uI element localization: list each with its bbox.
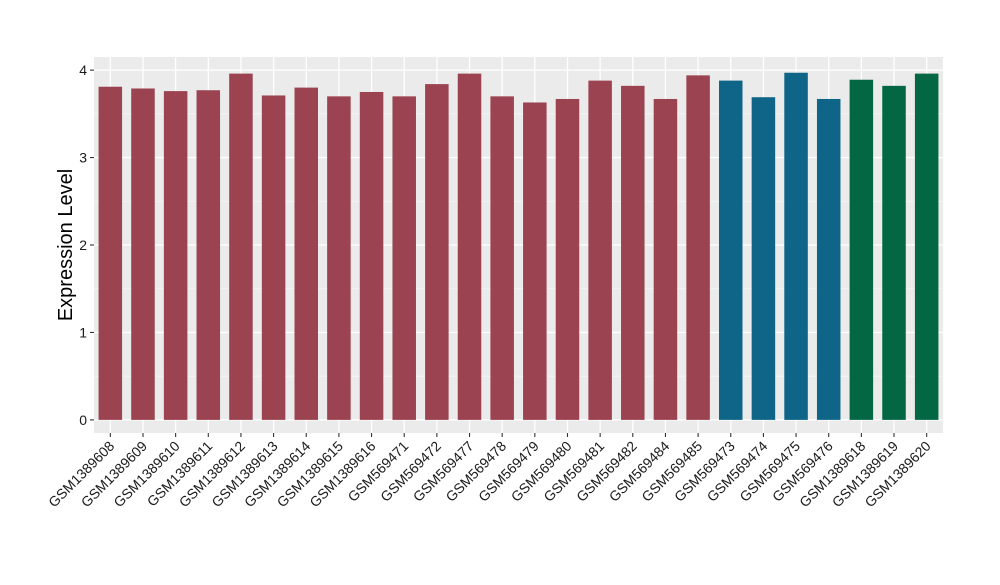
- bar[interactable]: [294, 87, 319, 420]
- bar[interactable]: [229, 73, 253, 420]
- bar[interactable]: [327, 96, 351, 420]
- bars: [98, 72, 939, 420]
- bar[interactable]: [816, 98, 841, 420]
- bar[interactable]: [490, 96, 514, 420]
- bar[interactable]: [621, 85, 645, 420]
- y-axis: 0 1 2 3 4: [79, 62, 94, 428]
- y-axis-title: Expression Level: [55, 169, 77, 321]
- bar[interactable]: [784, 72, 808, 420]
- x-axis: GSM1389608GSM1389609GSM1389610GSM1389611…: [45, 433, 934, 510]
- bar[interactable]: [555, 98, 580, 420]
- bar[interactable]: [914, 73, 939, 420]
- bar[interactable]: [425, 84, 449, 420]
- y-tick-label: 0: [79, 412, 87, 428]
- y-tick-label: 1: [79, 324, 87, 340]
- bar[interactable]: [163, 91, 188, 420]
- bar[interactable]: [751, 97, 776, 420]
- y-tick-label: 2: [79, 237, 87, 253]
- bar[interactable]: [196, 90, 221, 420]
- bar[interactable]: [98, 86, 123, 420]
- bar[interactable]: [718, 80, 743, 420]
- bar[interactable]: [131, 88, 155, 420]
- bar[interactable]: [588, 80, 612, 420]
- bar[interactable]: [849, 79, 874, 420]
- bar[interactable]: [457, 73, 482, 420]
- y-tick-label: 3: [79, 150, 87, 166]
- bar[interactable]: [686, 75, 710, 420]
- bar[interactable]: [882, 85, 906, 420]
- bar[interactable]: [523, 102, 547, 420]
- y-tick-label: 4: [79, 62, 87, 78]
- bar[interactable]: [653, 98, 678, 420]
- bar[interactable]: [261, 95, 286, 420]
- bar[interactable]: [359, 91, 384, 420]
- bar[interactable]: [392, 96, 416, 420]
